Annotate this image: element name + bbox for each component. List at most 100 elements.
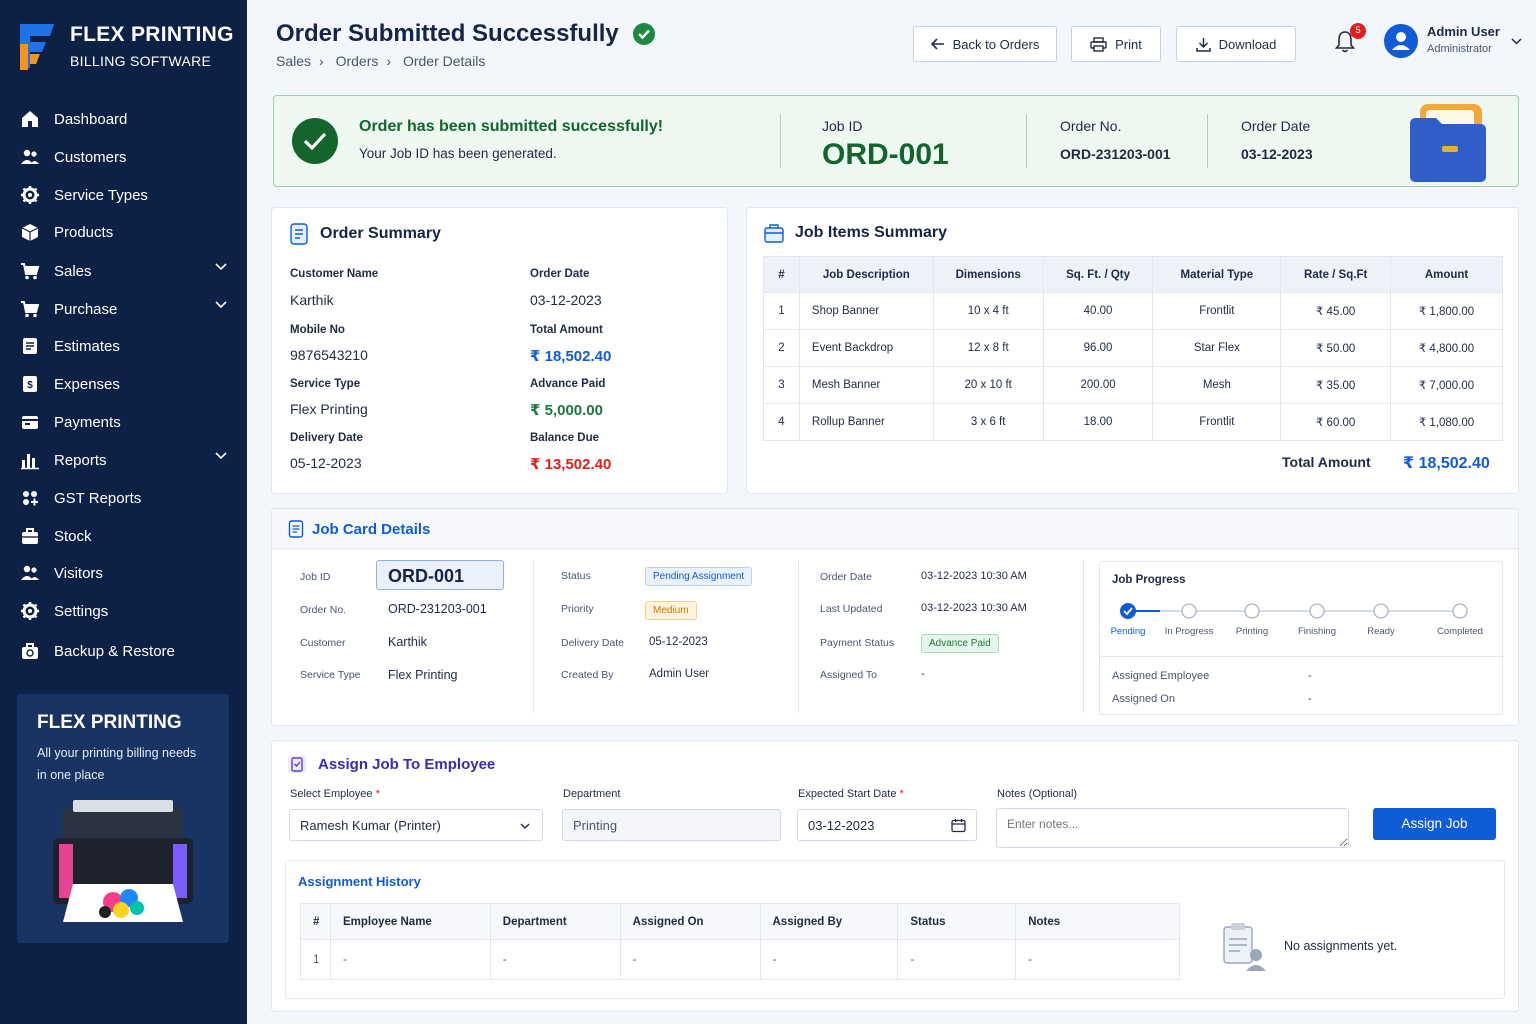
sidebar-item-dashboard[interactable]: Dashboard — [0, 100, 247, 138]
table-cell: 4 — [763, 403, 800, 441]
table-cell: 1 — [300, 939, 331, 980]
priority-badge: Medium — [645, 601, 697, 620]
sidebar-item-reports[interactable]: Reports — [0, 441, 247, 479]
sidebar-item-customers[interactable]: Customers — [0, 138, 247, 176]
assign-job-button[interactable]: Assign Job — [1373, 808, 1496, 840]
column-header: Assigned By — [759, 903, 899, 940]
column-header: Assigned On — [619, 903, 761, 940]
chevron-down-icon[interactable] — [215, 452, 227, 460]
job-card-title-text: Job Card Details — [312, 520, 431, 538]
column-header: Sq. Ft. / Qty — [1042, 256, 1154, 293]
total-amount-value: ₹ 18,502.40 — [530, 348, 612, 365]
check-circle-icon — [632, 23, 655, 45]
job-id-label: Job ID — [822, 118, 863, 134]
table-cell: - — [619, 939, 761, 980]
backup-icon — [20, 641, 40, 661]
sidebar-item-sales[interactable]: Sales — [0, 252, 247, 290]
breadcrumb-order-details: Order Details — [402, 53, 486, 69]
sidebar-item-settings[interactable]: Settings — [0, 592, 247, 630]
calendar-icon[interactable] — [951, 818, 966, 833]
expected-start-label: Expected Start Date * — [798, 788, 904, 800]
gear-icon — [20, 185, 40, 205]
sidebar-item-products[interactable]: Products — [0, 213, 247, 251]
customer-name-value: Karthik — [290, 292, 334, 308]
empty-state-text: No assignments yet. — [1284, 939, 1398, 953]
sidebar-item-estimates[interactable]: Estimates — [0, 327, 247, 365]
chevron-down-icon[interactable] — [215, 301, 227, 309]
assignment-history-table: # Employee Name Department Assigned On Assig… — [300, 903, 1180, 980]
order-date-label: Order Date — [530, 268, 590, 280]
svg-text:$: $ — [27, 380, 33, 391]
chevron-down-icon[interactable] — [1511, 38, 1522, 45]
service-type-value: Flex Printing — [388, 668, 458, 682]
table-row: 1------ — [300, 939, 1180, 980]
breadcrumb-sales[interactable]: Sales — [276, 53, 312, 69]
sidebar-item-service-types[interactable]: Service Types — [0, 176, 247, 214]
sidebar-item-visitors[interactable]: Visitors — [0, 554, 247, 592]
table-cell: 96.00 — [1042, 329, 1154, 367]
column-header: Rate / Sq.Ft — [1280, 256, 1392, 293]
divider — [1083, 561, 1084, 713]
job-items-title-text: Job Items Summary — [795, 224, 948, 241]
user-avatar[interactable] — [1384, 24, 1418, 58]
print-button[interactable]: Print — [1071, 26, 1161, 62]
job-card-details: Job Card Details Job ID ORD-001 Order No… — [271, 508, 1519, 726]
sidebar-item-label: Customers — [54, 148, 127, 166]
assign-job-card: Assign Job To Employee Select Employee *… — [271, 740, 1519, 1012]
created-by-value: Admin User — [649, 668, 710, 680]
download-button[interactable]: Download — [1176, 26, 1296, 62]
sidebar-item-expenses[interactable]: $ Expenses — [0, 365, 247, 403]
notes-textarea[interactable] — [996, 808, 1349, 848]
breadcrumb-separator: › — [319, 53, 324, 69]
customer-name-label: Customer Name — [290, 268, 379, 280]
back-to-orders-button[interactable]: Back to Orders — [913, 26, 1057, 62]
step-dot-complete — [1120, 603, 1136, 619]
success-check-icon — [292, 118, 338, 164]
table-cell: - — [1015, 939, 1180, 980]
printer-illustration — [53, 800, 193, 922]
chevron-down-icon[interactable] — [215, 263, 227, 271]
job-id-label: Job ID — [300, 571, 331, 583]
employee-select[interactable]: Ramesh Kumar (Printer) — [289, 809, 543, 841]
status-badge: Pending Assignment — [645, 567, 753, 586]
priority-label: Priority — [561, 603, 594, 615]
job-items-total-label: Total Amount — [1282, 454, 1371, 470]
table-cell: Event Backdrop — [798, 329, 934, 367]
sidebar-item-label: GST Reports — [54, 489, 142, 507]
assignment-history-panel: Assignment History # Employee Name Departm… — [285, 860, 1505, 999]
job-progress-title: Job Progress — [1112, 574, 1186, 586]
expected-start-value: 03-12-2023 — [808, 817, 875, 833]
department-field: Printing — [562, 809, 781, 841]
progress-step-label: Finishing — [1297, 626, 1337, 637]
breadcrumb-orders[interactable]: Orders — [335, 53, 379, 69]
download-label: Download — [1218, 36, 1277, 52]
document-icon — [288, 520, 304, 538]
table-cell: ₹ 7,000.00 — [1390, 366, 1503, 404]
column-header: Employee Name — [329, 903, 491, 940]
cart-icon — [20, 261, 40, 281]
column-header: Department — [489, 903, 621, 940]
sidebar-item-stock[interactable]: Stock — [0, 517, 247, 555]
sidebar-item-payments[interactable]: Payments — [0, 403, 247, 441]
gst-icon — [20, 488, 40, 508]
table-row: 1 Shop Banner 10 x 4 ft 40.00 Frontlit ₹ 45.0… — [763, 292, 1503, 330]
table-cell: 18.00 — [1042, 403, 1154, 441]
sidebar-item-backup-restore[interactable]: Backup & Restore — [0, 632, 247, 670]
order-date-value: 03-12-2023 — [530, 292, 602, 308]
mobile-label: Mobile No — [290, 324, 345, 336]
table-cell: Star Flex — [1152, 329, 1282, 367]
gear-icon — [20, 601, 40, 621]
brand-logo[interactable]: FLEX PRINTING BILLING SOFTWARE — [16, 20, 234, 72]
assignment-history-title: Assignment History — [298, 874, 421, 889]
created-by-label: Created By — [561, 669, 614, 681]
notifications-button[interactable]: 5 — [1334, 23, 1366, 56]
delivery-date-label: Delivery Date — [561, 637, 625, 649]
sidebar-item-purchase[interactable]: Purchase — [0, 290, 247, 328]
home-icon — [20, 109, 40, 129]
download-icon — [1195, 37, 1211, 52]
progress-step-label: Printing — [1235, 626, 1269, 637]
employee-select-value: Ramesh Kumar (Printer) — [300, 817, 441, 833]
sidebar-item-gst-reports[interactable]: GST Reports — [0, 479, 247, 517]
select-employee-label-text: Select Employee — [290, 788, 373, 800]
expected-start-date-input[interactable]: 03-12-2023 — [797, 809, 977, 841]
